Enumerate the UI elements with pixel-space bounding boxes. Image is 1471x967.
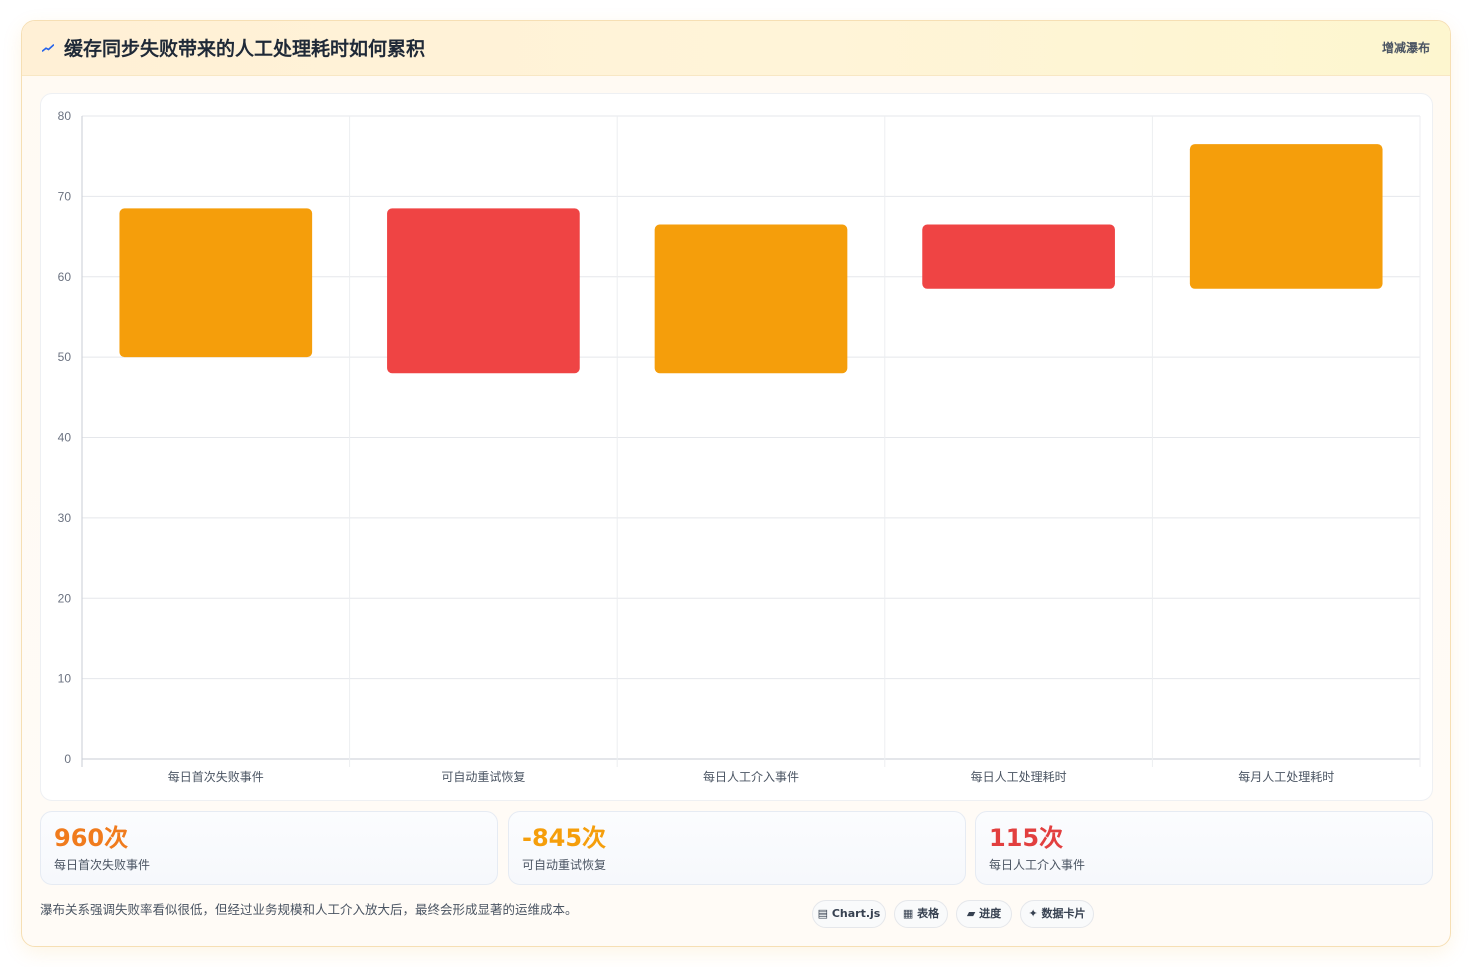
chart-footnote: 瀑布关系强调失败率看似很低，但经过业务规模和人工介入放大后，最终会形成显著的运维… <box>40 902 578 917</box>
y-tick-label: 50 <box>58 350 72 364</box>
kpi-card: -845次 可自动重试恢复 <box>508 811 966 885</box>
waterfall-bar <box>922 224 1115 289</box>
x-tick-label: 每日人工介入事件 <box>703 769 799 784</box>
y-tick-label: 60 <box>58 270 72 284</box>
waterfall-chart: 0 10 20 30 40 50 60 70 80 每日首次失败事件 可自动重试恢复 每日人工介入事件… <box>58 109 1421 784</box>
waterfall-bar <box>119 208 313 358</box>
table-tag[interactable]: ▦ 表格 <box>894 900 948 928</box>
y-tick-label: 40 <box>58 431 72 445</box>
kpi-card: 115次 每日人工介入事件 <box>975 811 1433 885</box>
data-card-tag[interactable]: ✦ 数据卡片 <box>1020 900 1094 928</box>
x-tick-label: 每日首次失败事件 <box>168 769 264 784</box>
y-tick-label: 0 <box>64 752 71 766</box>
kpi-card: 960次 每日首次失败事件 <box>40 811 498 885</box>
card-header: 缓存同步失败带来的人工处理耗时如何累积 增减瀑布 <box>22 21 1450 76</box>
dashboard-card: 缓存同步失败带来的人工处理耗时如何累积 增减瀑布 0 10 20 30 40 50 60 70… <box>21 20 1451 947</box>
x-tick-label: 可自动重试恢复 <box>441 769 525 784</box>
y-tick-label: 70 <box>58 189 72 203</box>
kpi-label: 每日人工介入事件 <box>989 858 1086 872</box>
waterfall-bar <box>387 208 580 374</box>
kpi-label: 每日首次失败事件 <box>54 858 151 872</box>
kpi-value: 960次 <box>54 824 129 852</box>
waterfall-bar <box>1189 144 1383 289</box>
trend-line-icon <box>42 44 54 52</box>
x-tick-label: 每日人工处理耗时 <box>971 769 1067 784</box>
y-tick-label: 20 <box>58 591 72 605</box>
y-tick-label: 80 <box>58 109 72 123</box>
progress-tag[interactable]: ▰ 进度 <box>956 900 1012 928</box>
chart-panel: 0 10 20 30 40 50 60 70 80 每日首次失败事件 可自动重试恢复 每日人工介入事件… <box>40 93 1433 801</box>
kpi-label: 可自动重试恢复 <box>522 858 607 872</box>
y-tick-label: 30 <box>58 511 72 525</box>
kpi-value: -845次 <box>522 824 607 852</box>
chart-type-label: 增减瀑布 <box>1381 41 1430 55</box>
chartjs-tag[interactable]: ▤ Chart.js <box>812 900 886 928</box>
chart-title: 缓存同步失败带来的人工处理耗时如何累积 <box>64 38 426 60</box>
x-tick-label: 每月人工处理耗时 <box>1238 769 1334 784</box>
y-tick-label: 10 <box>58 672 72 686</box>
kpi-value: 115次 <box>989 824 1064 852</box>
waterfall-bar <box>654 224 848 374</box>
